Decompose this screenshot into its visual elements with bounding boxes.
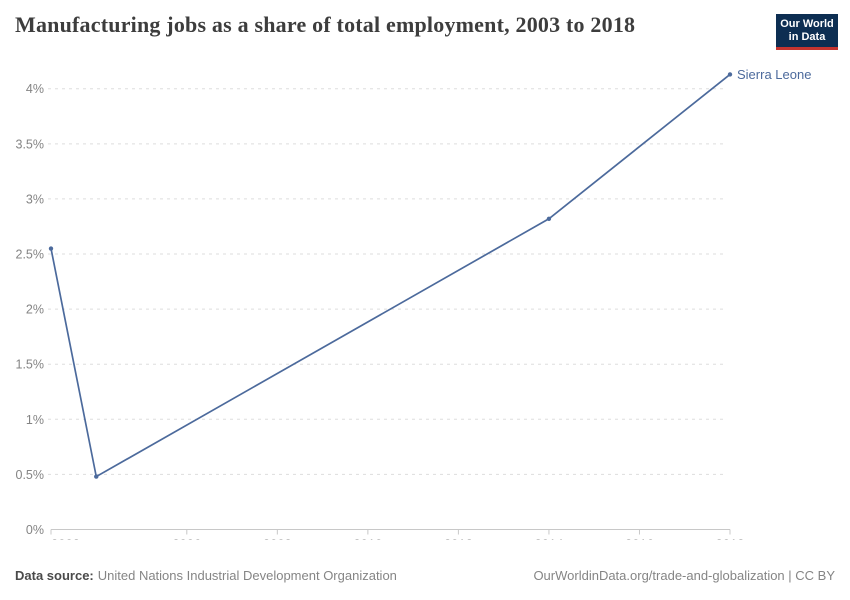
x-axis-tick-label: 2008	[263, 537, 292, 541]
data-source-label: Data source:	[15, 568, 94, 583]
x-axis-tick-label: 2003	[51, 537, 80, 541]
owid-logo: Our World in Data	[776, 14, 838, 50]
data-line	[50, 73, 731, 478]
y-axis-tick-label: 3%	[26, 192, 44, 206]
data-point[interactable]	[94, 474, 99, 479]
chart-footer: Data source: United Nations Industrial De…	[15, 568, 835, 583]
line-chart-plot-area: 0% 0.5% 1% 1.5% 2% 2.5% 3% 3.5% 4% 2003 2006 2008 20…	[16, 67, 812, 541]
series-label[interactable]: Sierra Leone	[737, 67, 811, 82]
x-axis-tick-label: 2016	[625, 537, 654, 541]
owid-license-link[interactable]: OurWorldinData.org/trade-and-globalizati…	[533, 568, 835, 583]
y-axis-tick-label: 4%	[26, 82, 44, 96]
x-axis-tick-label: 2012	[444, 537, 473, 541]
y-axis-tick-label: 2.5%	[16, 248, 45, 262]
y-axis-tick-label: 3.5%	[16, 137, 45, 151]
data-source: Data source: United Nations Industrial De…	[15, 568, 397, 583]
x-axis-tick-label: 2010	[353, 537, 382, 541]
x-axis-tick-label: 2006	[172, 537, 201, 541]
y-axis-tick-label: 1%	[26, 413, 44, 427]
chart-header: Manufacturing jobs as a share of total e…	[15, 12, 838, 50]
y-axis-tick-label: 1.5%	[16, 358, 45, 372]
owid-logo-line2: in Data	[788, 30, 826, 43]
y-axis-tick-label: 0.5%	[16, 468, 45, 482]
x-axis-tick-label: 2018	[716, 537, 745, 541]
y-axis-tick-label: 2%	[26, 303, 44, 317]
owid-logo-line1: Our World	[780, 18, 834, 30]
chart-title: Manufacturing jobs as a share of total e…	[15, 12, 636, 37]
x-axis-tick-label: 2014	[534, 537, 563, 541]
data-point[interactable]	[48, 246, 54, 251]
y-axis-tick-label: 0%	[26, 523, 44, 537]
data-point[interactable]	[546, 216, 552, 221]
data-source-text: United Nations Industrial Development Or…	[97, 568, 397, 583]
data-point[interactable]	[727, 72, 733, 77]
